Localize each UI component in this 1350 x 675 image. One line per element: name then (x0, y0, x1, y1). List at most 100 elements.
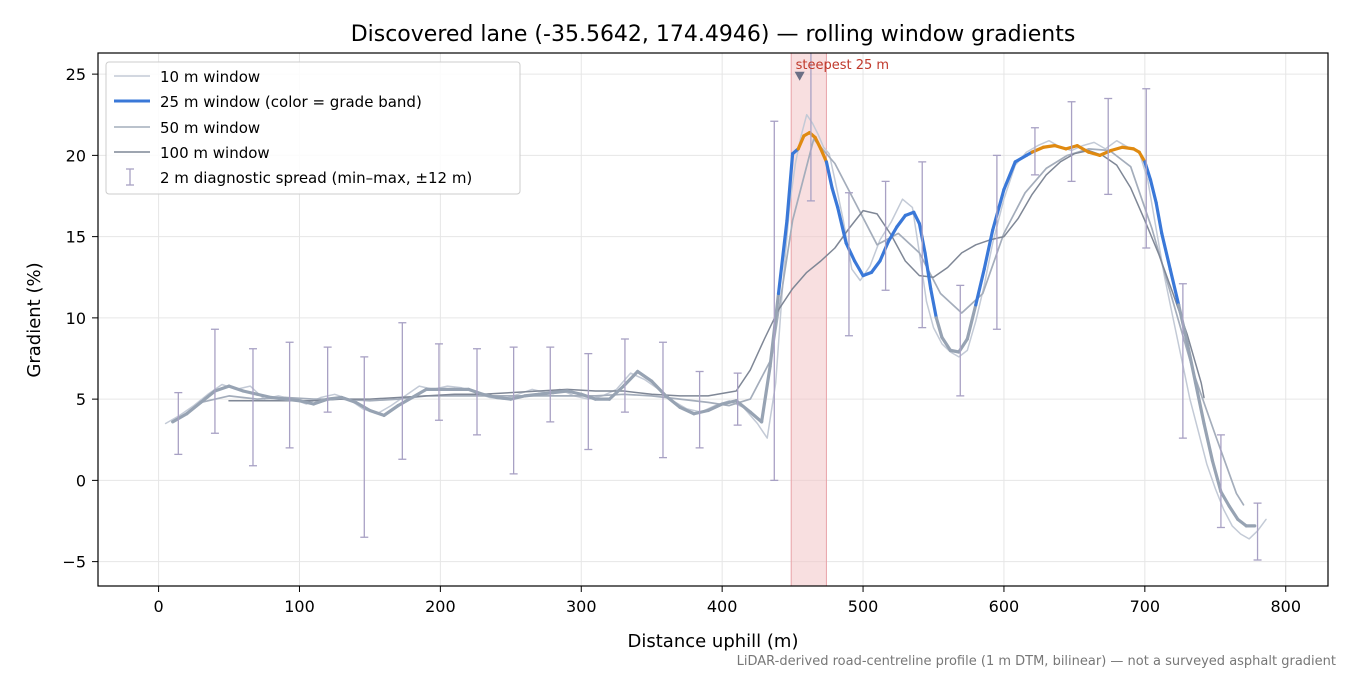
y-tick-label: 0 (76, 471, 86, 490)
error-bar (881, 180, 890, 291)
series-segment-25m (929, 287, 938, 320)
series-segment-25m (1086, 150, 1102, 157)
series-segment-25m (1219, 490, 1231, 508)
series-segment-25m (785, 152, 795, 222)
error-bar (323, 346, 332, 413)
series-segment-25m (565, 389, 583, 396)
series-segment-25m (1137, 150, 1147, 164)
series-segment-25m (852, 259, 865, 278)
error-bar (248, 348, 257, 467)
y-tick-label: 25 (66, 65, 86, 84)
x-tick-label: 400 (707, 597, 738, 616)
series-segment-25m (1002, 160, 1017, 192)
error-bar (360, 356, 369, 538)
error-bar (174, 391, 183, 456)
series-segment-25m (895, 213, 907, 229)
legend-label-50m: 50 m window (160, 119, 260, 137)
legend-label-errorbar: 2 m diagnostic spread (min–max, ±12 m) (160, 169, 472, 187)
series-segment-25m (760, 365, 772, 424)
error-bar (844, 192, 853, 337)
series-segment-25m (1109, 145, 1124, 153)
series-segment-25m (1030, 145, 1045, 154)
series-segment-25m (974, 267, 986, 307)
error-bar (1142, 88, 1151, 249)
series-segment-25m (1168, 267, 1181, 307)
series-segment-25m (1098, 148, 1113, 157)
series-segment-25m (382, 404, 400, 417)
series-segment-25m (1120, 145, 1136, 151)
series-segment-25m (706, 402, 724, 413)
y-tick-label: 20 (66, 146, 86, 165)
plot-frame (97, 52, 1329, 587)
error-bar (658, 341, 667, 459)
series-segment-25m (923, 251, 933, 291)
error-bar (956, 284, 965, 397)
y-tick-label: 15 (66, 228, 86, 247)
series-segment-25m (255, 392, 273, 400)
error-bar (1216, 434, 1225, 529)
series-segment-25m (607, 384, 626, 401)
series-segment-25m (819, 147, 829, 164)
x-tick-label: 0 (153, 597, 163, 616)
x-tick-label: 500 (848, 597, 879, 616)
series-segment-25m (283, 397, 302, 403)
error-bar (210, 328, 219, 434)
series-segment-25m (297, 399, 316, 406)
errorbar-layer (174, 53, 1262, 561)
series-segment-25m (776, 218, 789, 296)
series-segment-25m (912, 210, 922, 226)
series-segment-25m (199, 389, 217, 404)
steepest-annotation: steepest 25 m (796, 58, 889, 73)
error-bar (1030, 127, 1039, 176)
series-segment-25m (241, 389, 259, 396)
error-bar (918, 161, 927, 329)
series-segment-25m (368, 408, 386, 417)
series-segment-25m (965, 303, 978, 341)
series-segment-25m (734, 399, 752, 414)
legend-label-10m: 10 m window (160, 68, 260, 86)
series-segment-25m (340, 395, 358, 404)
series-segment-25m (213, 384, 231, 393)
error-bar (285, 341, 294, 449)
error-bar (770, 120, 779, 482)
series-segment-25m (495, 395, 513, 401)
error-bar (806, 53, 815, 202)
footnote: LiDAR-derived road-centreline profile (1… (737, 654, 1336, 669)
series-segment-25m (692, 408, 710, 416)
series-segment-25m (813, 135, 823, 151)
y-axis: −5 0 5 10 15 20 25 (62, 65, 98, 572)
series-segment-25m (227, 384, 245, 393)
series-segment-25m (1202, 421, 1215, 463)
series-segment-25m (678, 405, 696, 416)
legend-label-100m: 100 m window (160, 144, 270, 162)
error-bar (398, 322, 407, 460)
x-tick-label: 600 (989, 597, 1020, 616)
x-tick-label: 300 (566, 597, 597, 616)
error-bar (733, 372, 742, 426)
chart-title: Discovered lane (-35.5642, 174.4946) — r… (351, 22, 1076, 47)
error-bar (473, 348, 482, 436)
series-segment-25m (269, 395, 287, 401)
series-segment-25m (326, 395, 344, 401)
series-segment-25m (878, 239, 891, 263)
error-bar (1178, 283, 1187, 439)
error-bar (992, 154, 1001, 330)
series-segment-25m (621, 369, 640, 388)
error-bar (695, 370, 704, 449)
series-segment-25m (664, 394, 682, 409)
x-tick-label: 200 (425, 597, 456, 616)
series-segment-25m (1160, 231, 1172, 271)
legend-swatch-errorbar (126, 168, 134, 186)
series-segment-25m (466, 387, 485, 396)
series-segment-25m (844, 241, 857, 263)
annotation-layer: steepest 25 m (794, 58, 889, 81)
error-bar (1067, 101, 1076, 183)
x-tick-label: 800 (1270, 597, 1301, 616)
series-segment-25m (185, 400, 203, 416)
legend-box (105, 61, 521, 195)
series-segment-25m (1193, 381, 1206, 426)
series-segment-25m (1013, 153, 1029, 164)
series-line-50m (200, 138, 1245, 506)
series-segment-25m (1154, 200, 1164, 235)
